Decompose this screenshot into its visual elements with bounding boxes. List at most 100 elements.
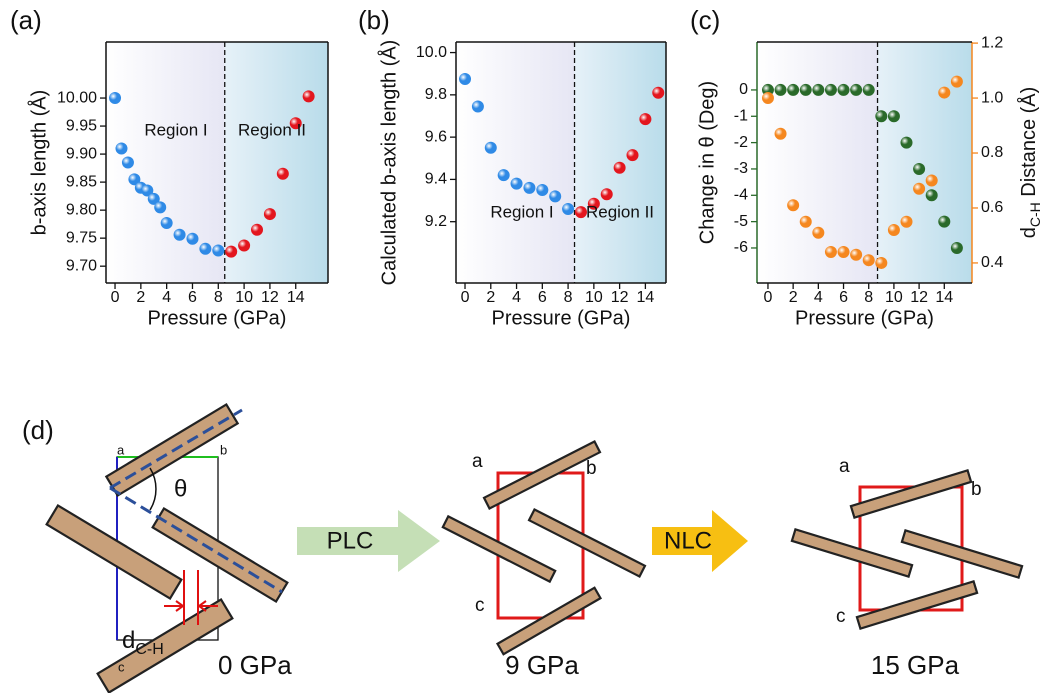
transition-arrow <box>652 510 748 572</box>
x-tick-label: 4 <box>814 289 823 306</box>
panel-label: (a) <box>10 5 42 35</box>
x-tick-label: 10 <box>585 289 603 306</box>
x-tick-label: 8 <box>564 289 573 306</box>
axis-letter: b <box>586 458 597 479</box>
x-tick-label: 12 <box>910 289 928 306</box>
transition-arrow <box>297 510 440 572</box>
point <box>549 190 562 203</box>
x-tick-label: 10 <box>885 289 903 306</box>
rod <box>45 503 183 601</box>
point <box>225 245 238 258</box>
point <box>799 215 812 228</box>
y2-tick-label: 0.4 <box>981 254 1003 271</box>
x-tick-label: 4 <box>162 289 171 306</box>
panel-label: (c) <box>690 5 720 35</box>
point <box>925 174 938 187</box>
point <box>761 92 774 105</box>
x-tick-label: 6 <box>538 289 547 306</box>
y-tick-label: 10.00 <box>57 89 97 106</box>
angle-label: θ <box>174 475 187 502</box>
y-axis-label: Change in θ (Deg) <box>696 81 718 244</box>
point <box>238 239 251 252</box>
point <box>613 161 626 174</box>
axis-letter: c <box>836 606 846 627</box>
y2-axis-label: dC-H Distance (Å) <box>1017 87 1042 239</box>
point <box>109 92 122 105</box>
point <box>799 83 812 96</box>
region-bg <box>456 42 575 283</box>
y-tick-label: 9.80 <box>66 201 97 218</box>
point <box>812 226 825 239</box>
point <box>128 173 141 186</box>
y-tick-label: 9.8 <box>425 86 447 103</box>
pressure-label: 0 GPa <box>218 650 292 680</box>
point <box>626 149 639 162</box>
point <box>774 127 787 140</box>
y-tick-label: 9.2 <box>425 213 447 230</box>
axis-letter: a <box>117 442 125 457</box>
molecules <box>441 440 647 656</box>
y-tick-label: 9.6 <box>425 128 447 145</box>
point <box>938 86 951 99</box>
region-label: Region II <box>586 202 654 221</box>
rod <box>855 580 979 630</box>
y2-tick-label: 1.2 <box>981 34 1003 51</box>
point <box>160 217 173 230</box>
point <box>900 136 913 149</box>
y-tick-label: -5 <box>734 213 748 230</box>
point <box>459 72 472 85</box>
point <box>186 232 199 245</box>
distance-label: dC-H <box>122 627 164 658</box>
point <box>652 86 665 99</box>
transition-label: NLC <box>664 527 712 554</box>
point <box>850 83 863 96</box>
x-tick-label: 2 <box>486 289 495 306</box>
x-tick-label: 4 <box>512 289 521 306</box>
point <box>887 110 900 123</box>
x-tick-label: 14 <box>636 289 654 306</box>
x-tick-label: 10 <box>235 289 253 306</box>
point <box>812 83 825 96</box>
x-tick-label: 12 <box>611 289 629 306</box>
y2-tick-label: 1.0 <box>981 89 1003 106</box>
axis-letter: c <box>118 659 125 674</box>
x-tick-label: 2 <box>789 289 798 306</box>
rod <box>495 586 603 656</box>
point <box>263 208 276 221</box>
x-axis-label: Pressure (GPa) <box>795 307 934 329</box>
pressure-label: 15 GPa <box>871 650 960 680</box>
y-tick-label: 0 <box>739 81 748 98</box>
distance-arrows <box>164 600 218 612</box>
distance-main: d <box>122 627 135 654</box>
point <box>887 223 900 236</box>
x-tick-label: 8 <box>214 289 223 306</box>
rod <box>790 528 914 578</box>
x-axis-label: Pressure (GPa) <box>492 307 631 329</box>
rod <box>527 508 647 578</box>
x-tick-label: 14 <box>935 289 953 306</box>
y-tick-label: 9.85 <box>66 173 97 190</box>
point <box>913 182 926 195</box>
point <box>787 199 800 212</box>
point <box>774 83 787 96</box>
region-label: Region I <box>490 202 553 221</box>
point <box>574 206 587 219</box>
distance-sub: C-H <box>135 641 163 658</box>
x-tick-label: 0 <box>461 289 470 306</box>
point <box>587 197 600 210</box>
point <box>510 177 523 190</box>
point <box>938 215 951 228</box>
y-tick-label: 10.0 <box>416 44 447 61</box>
point <box>850 248 863 261</box>
point <box>173 228 186 241</box>
point <box>212 244 225 257</box>
y-axis-label: b-axis length (Å) <box>27 90 50 236</box>
y-tick-label: -4 <box>734 187 748 204</box>
y-tick-label: -6 <box>734 239 748 256</box>
diagram: (d) θ dC-H a b c 0 GPa PLC a b c 9 GPa N… <box>22 403 1024 693</box>
y-tick-label: -3 <box>734 160 748 177</box>
point <box>147 192 160 205</box>
x-tick-label: 6 <box>188 289 197 306</box>
x-axis-label: Pressure (GPa) <box>148 307 287 329</box>
